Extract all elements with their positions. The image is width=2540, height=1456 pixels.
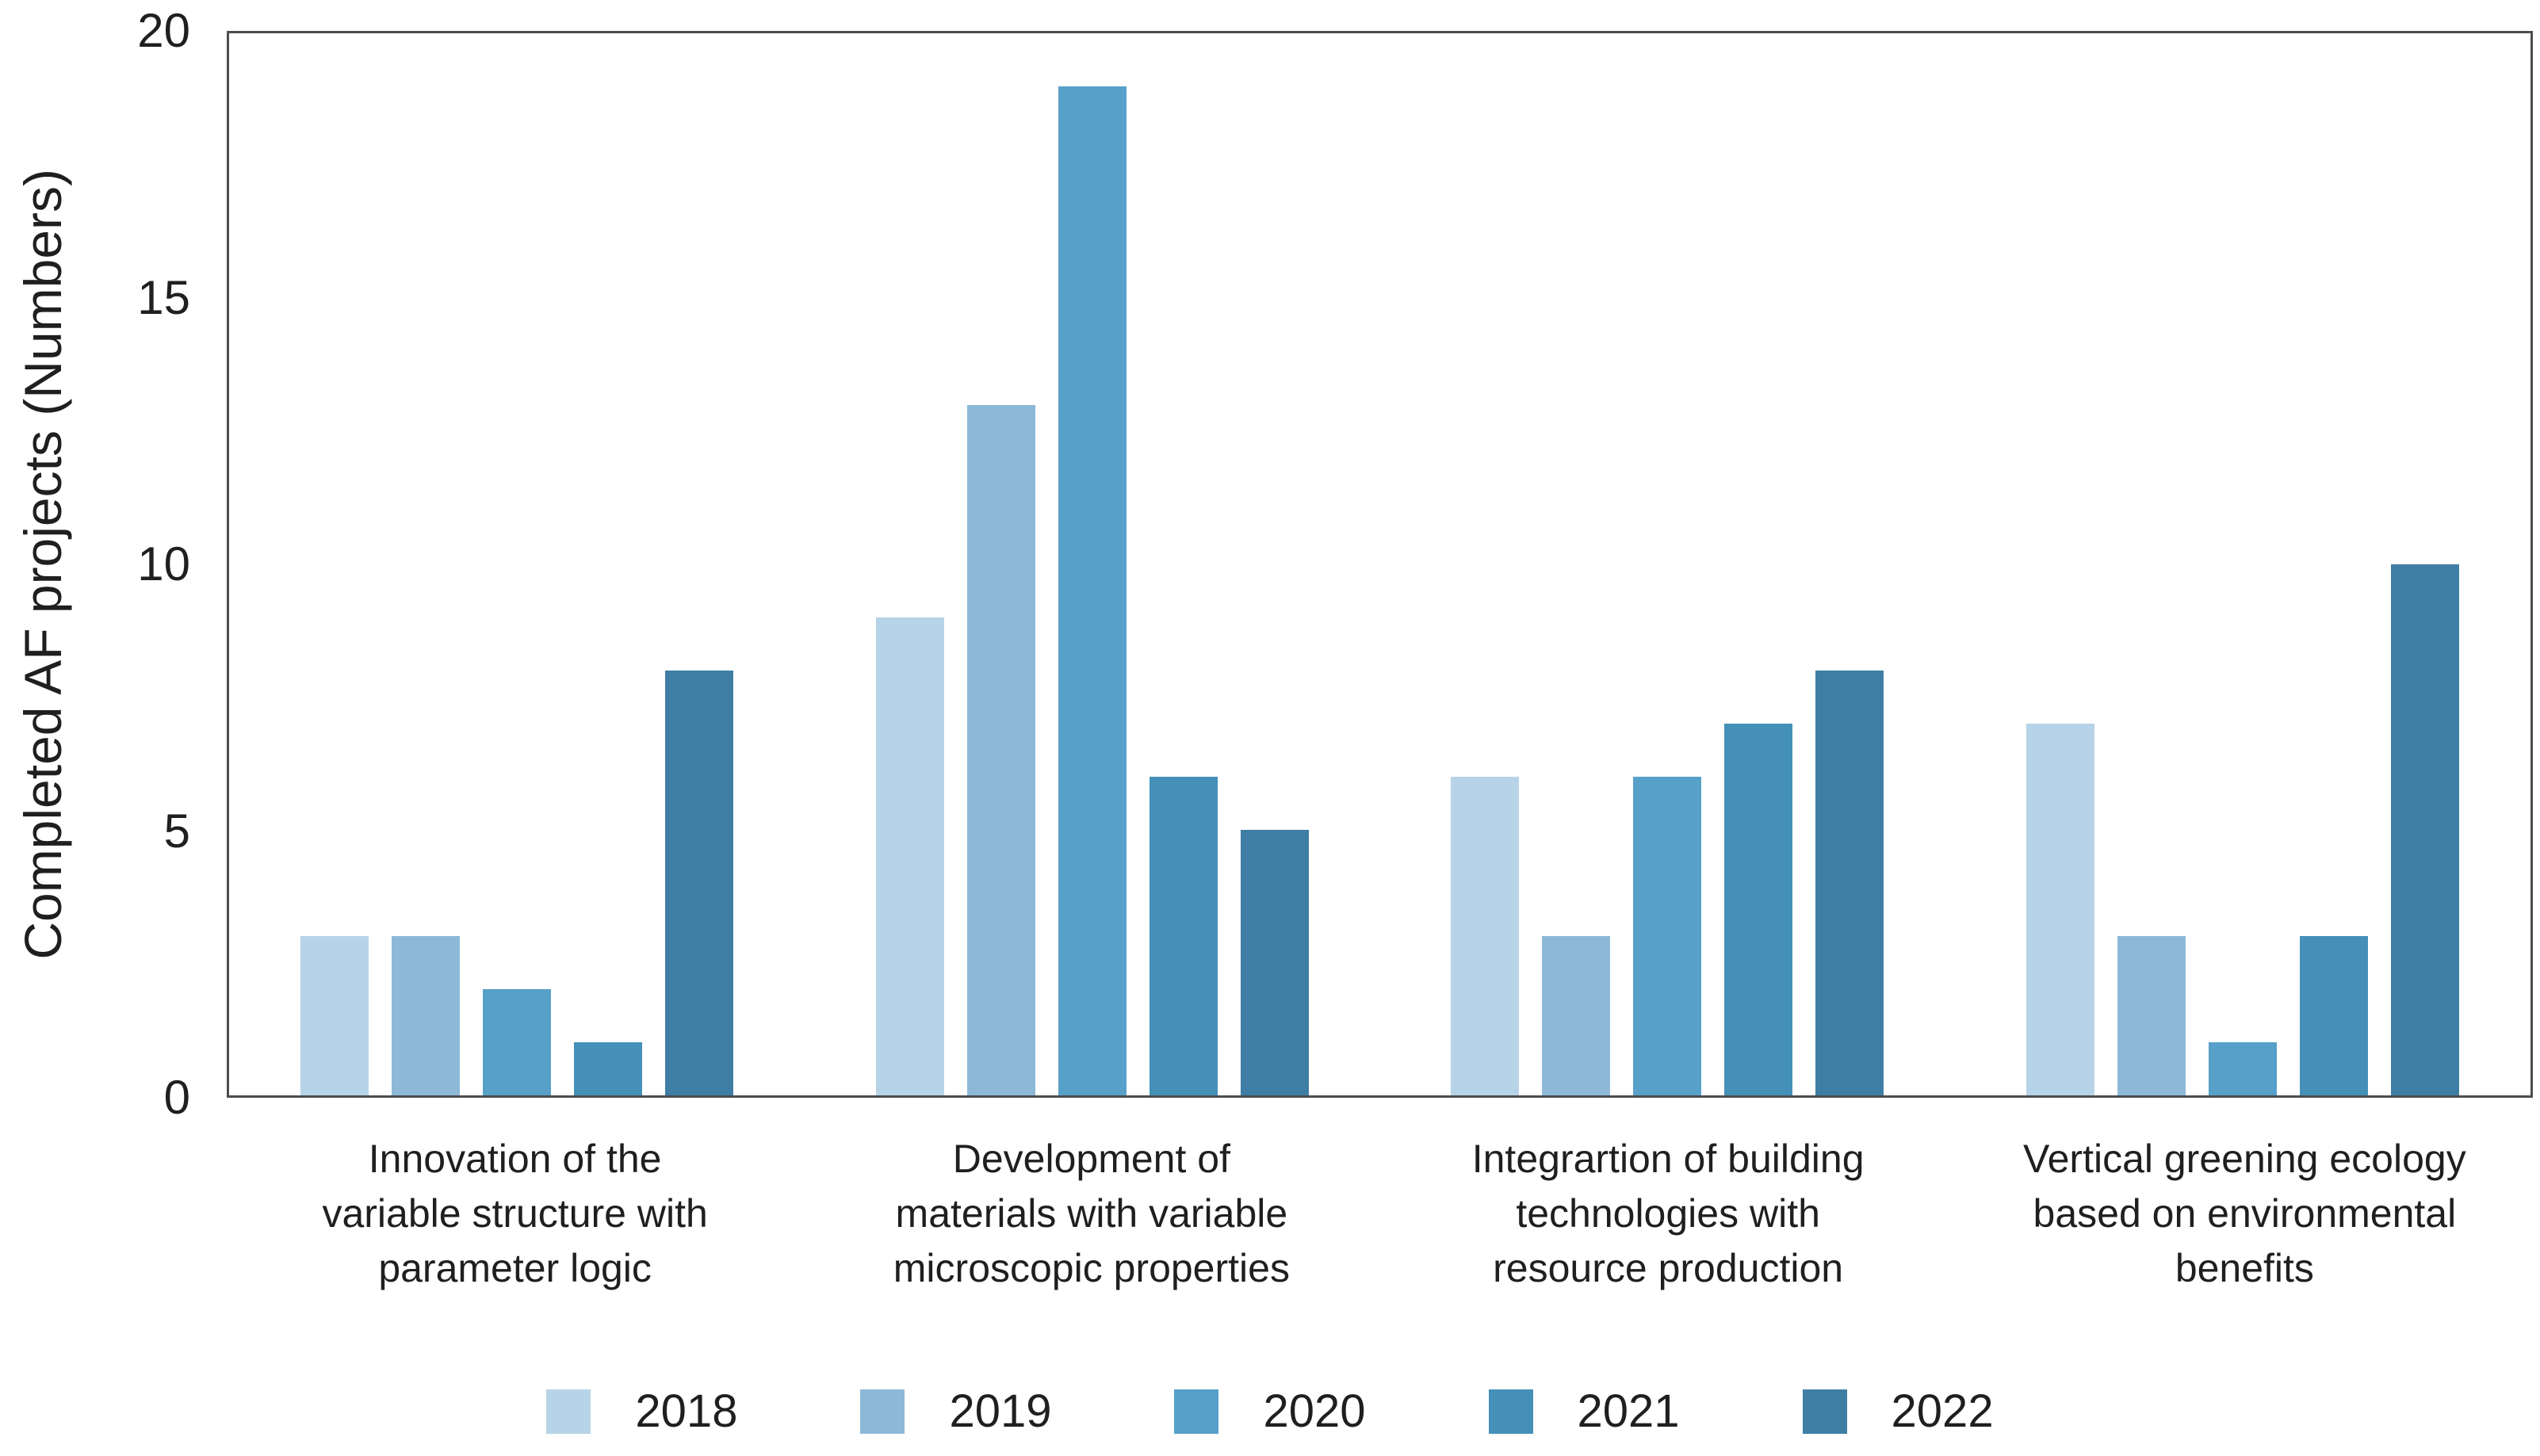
- bar-2022-group-1: [664, 671, 733, 1095]
- legend-label-2019: 2019: [949, 1385, 1052, 1437]
- bar-2022-group-4: [2391, 564, 2460, 1095]
- y-tick-label-5: 5: [163, 804, 190, 858]
- legend-label-2018: 2018: [635, 1385, 738, 1437]
- bar-groups: [229, 33, 2530, 1095]
- bar-2019-group-2: [966, 405, 1035, 1095]
- bar-2021-group-2: [1149, 777, 1218, 1095]
- bar-group-3: [1380, 33, 1956, 1095]
- bar-2020-group-4: [2209, 1042, 2278, 1095]
- bar-2018-group-2: [875, 617, 944, 1095]
- category-label-2: Development of materials with variable mic…: [803, 1132, 1379, 1296]
- y-tick-label-0: 0: [163, 1071, 190, 1124]
- plot-area: [227, 31, 2533, 1098]
- category-label-line: parameter logic: [378, 1246, 652, 1290]
- bar-2020-group-2: [1058, 86, 1127, 1095]
- legend-swatch-2019: [860, 1389, 905, 1434]
- category-label-line: technologies with: [1516, 1191, 1820, 1236]
- category-label-line: materials with variable: [895, 1191, 1288, 1236]
- bar-2018-group-3: [1451, 777, 1520, 1095]
- legend-label-2020: 2020: [1263, 1385, 1366, 1437]
- x-axis-category-labels: Innovation of the variable structure with…: [227, 1132, 2533, 1296]
- legend-label-2022: 2022: [1891, 1385, 1994, 1437]
- legend: 2018 2019 2020 2021 2022: [0, 1389, 2540, 1435]
- legend-label-2021: 2021: [1577, 1385, 1680, 1437]
- legend-swatch-2021: [1488, 1389, 1533, 1434]
- y-tick-label-15: 15: [137, 270, 190, 324]
- bar-group-1: [229, 33, 805, 1095]
- bar-2019-group-1: [391, 936, 460, 1095]
- bar-2022-group-3: [1815, 671, 1884, 1095]
- y-tick-label-20: 20: [137, 4, 190, 57]
- bar-2019-group-3: [1542, 936, 1611, 1095]
- category-label-line: Integrartion of building: [1471, 1137, 1865, 1181]
- legend-entry-2022: 2022: [1802, 1385, 1994, 1437]
- category-label-1: Innovation of the variable structure with…: [227, 1132, 803, 1296]
- bar-group-4: [1955, 33, 2530, 1095]
- category-label-line: benefits: [2175, 1246, 2314, 1290]
- bar-2020-group-3: [1633, 777, 1702, 1095]
- bar-2021-group-1: [573, 1042, 642, 1095]
- bar-2021-group-3: [1724, 724, 1793, 1095]
- legend-entry-2019: 2019: [860, 1389, 1051, 1435]
- category-label-line: resource production: [1493, 1246, 1844, 1290]
- bar-2018-group-1: [300, 936, 369, 1095]
- category-label-line: based on environmental: [2033, 1191, 2457, 1236]
- legend-swatch-2020: [1174, 1389, 1219, 1434]
- category-label-line: variable structure with: [322, 1191, 708, 1236]
- category-label-line: Development of: [952, 1137, 1230, 1181]
- bar-2022-group-2: [1240, 830, 1309, 1095]
- bar-group-2: [805, 33, 1380, 1095]
- category-label-line: Innovation of the: [368, 1137, 662, 1181]
- category-label-4: Vertical greening ecology based on enviro…: [1957, 1132, 2533, 1296]
- category-label-3: Integrartion of building technologies wit…: [1380, 1132, 1957, 1296]
- legend-swatch-2018: [546, 1389, 591, 1434]
- bar-2018-group-4: [2026, 724, 2095, 1095]
- legend-swatch-2022: [1802, 1389, 1847, 1434]
- bar-2019-group-4: [2117, 936, 2186, 1095]
- legend-entry-2020: 2020: [1174, 1385, 1366, 1437]
- category-label-line: microscopic properties: [893, 1246, 1290, 1290]
- y-tick-label-10: 10: [137, 537, 190, 590]
- category-label-line: Vertical greening ecology: [2023, 1137, 2466, 1181]
- bar-2021-group-4: [2300, 936, 2369, 1095]
- legend-entry-2018: 2018: [546, 1389, 737, 1435]
- legend-entry-2021: 2021: [1488, 1385, 1680, 1437]
- bar-2020-group-1: [482, 989, 551, 1095]
